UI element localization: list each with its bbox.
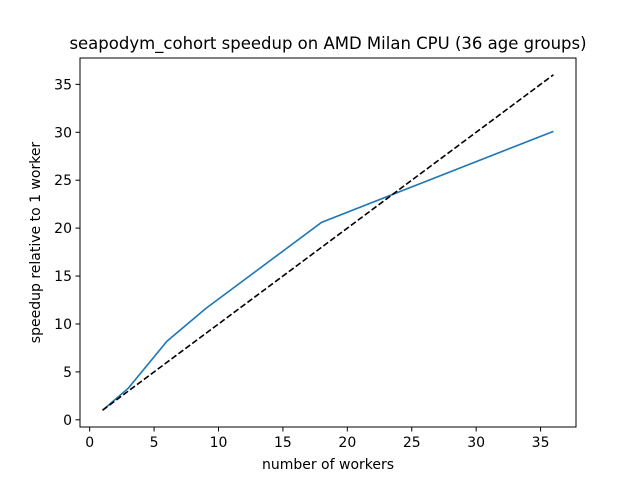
y-tick-label: 15 (54, 269, 72, 285)
y-axis-label: speedup relative to 1 worker (28, 142, 44, 344)
y-tick-label: 10 (54, 317, 72, 333)
x-tick-label: 15 (274, 435, 292, 451)
plot-area (102, 74, 554, 411)
x-tick-label: 0 (85, 435, 94, 451)
y-axis-ticks: 0 5 10 15 20 25 30 35 (54, 77, 80, 429)
x-tick-label: 5 (150, 435, 159, 451)
x-axis-label: number of workers (262, 457, 394, 473)
x-tick-label: 30 (467, 435, 485, 451)
x-tick-label: 35 (532, 435, 550, 451)
y-tick-label: 20 (54, 221, 72, 237)
y-tick-label: 25 (54, 173, 72, 189)
y-tick-label: 5 (63, 365, 72, 381)
chart-title: seapodym_cohort speedup on AMD Milan CPU… (69, 34, 586, 54)
y-tick-label: 35 (54, 77, 72, 93)
x-tick-label: 20 (338, 435, 356, 451)
x-axis-ticks: 0 5 10 15 20 25 30 35 (85, 427, 549, 451)
y-tick-label: 0 (63, 413, 72, 429)
x-tick-label: 25 (403, 435, 421, 451)
y-tick-label: 30 (54, 125, 72, 141)
x-tick-label: 10 (210, 435, 228, 451)
axes-frame (79, 57, 577, 428)
series-line-1 (102, 130, 554, 411)
series-line-2 (102, 74, 554, 411)
